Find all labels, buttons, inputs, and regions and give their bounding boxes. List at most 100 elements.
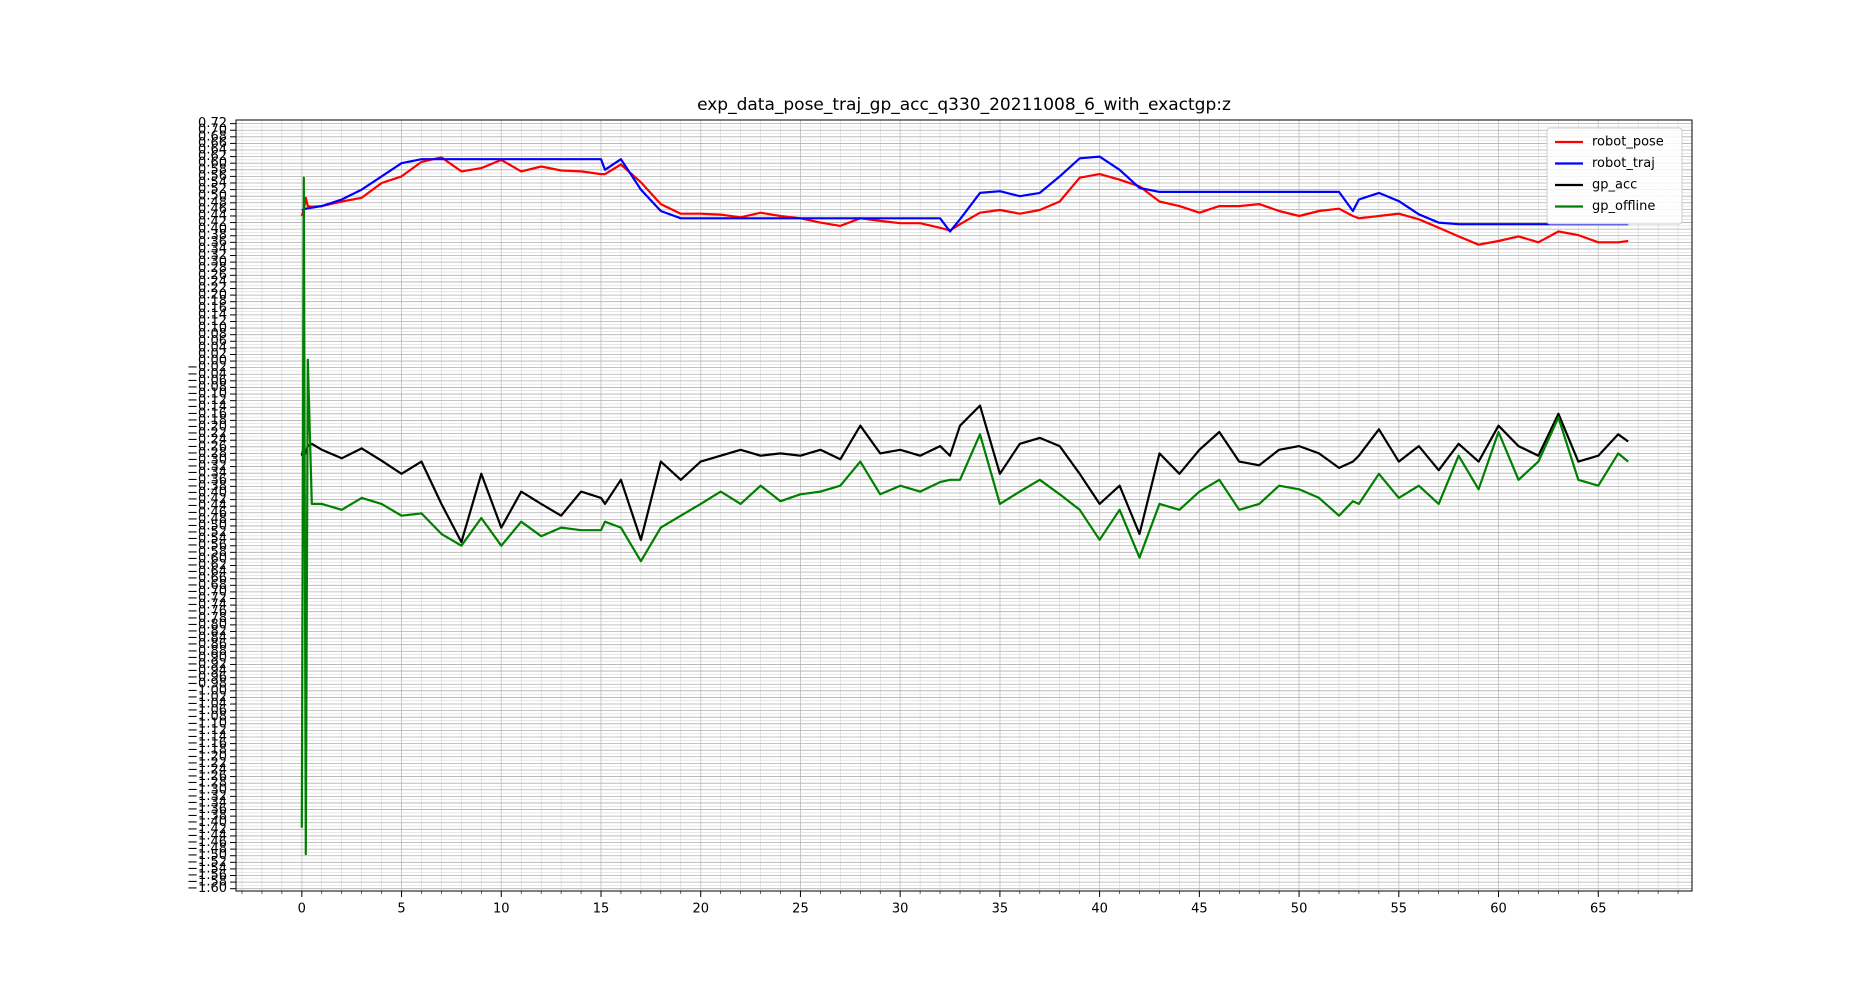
x-tick-label: 50 [1291, 902, 1308, 917]
y-tick-label: −1.02 [187, 690, 227, 705]
y-tick-label: −0.40 [187, 485, 227, 500]
y-tick-label: −0.66 [187, 571, 227, 586]
y-tick-label: 0.42 [198, 215, 227, 230]
y-tick-label: 0.40 [198, 222, 227, 237]
y-tick-label: 0.48 [198, 195, 227, 210]
y-tick-label: −0.48 [187, 512, 227, 527]
y-tick-label: −1.28 [187, 776, 227, 791]
y-tick-label: −0.38 [187, 479, 227, 494]
y-tick-label: −1.14 [187, 729, 227, 744]
y-tick-label: −1.30 [187, 782, 227, 797]
y-tick-label: −0.30 [187, 452, 227, 467]
y-tick-label: −0.76 [187, 604, 227, 619]
y-tick-label: −0.64 [187, 565, 227, 580]
legend-label: gp_acc [1592, 178, 1637, 193]
y-tick-label: −1.10 [187, 716, 227, 731]
x-tick-label: 55 [1391, 902, 1408, 917]
x-tick-label: 30 [892, 902, 909, 917]
y-tick-label: −1.46 [187, 835, 227, 850]
y-tick-label: −1.20 [187, 749, 227, 764]
y-tick-label: 0.14 [198, 307, 227, 322]
y-tick-label: −0.22 [187, 426, 227, 441]
y-tick-label: −0.60 [187, 551, 227, 566]
y-tick-label: −0.94 [187, 664, 227, 679]
legend-label: robot_traj [1592, 156, 1655, 171]
y-tick-label: −0.02 [187, 360, 227, 375]
y-tick-label: −0.16 [187, 406, 227, 421]
x-tick-label: 40 [1091, 902, 1108, 917]
y-tick-label: −0.70 [187, 584, 227, 599]
y-tick-label: −1.60 [187, 881, 227, 896]
y-tick-label: 0.58 [198, 162, 227, 177]
y-tick-label: −1.04 [187, 697, 227, 712]
y-tick-label: −0.12 [187, 393, 227, 408]
y-tick-label: 0.08 [198, 327, 227, 342]
x-tick-label: 0 [298, 902, 306, 917]
y-tick-label: −1.58 [187, 875, 227, 890]
y-tick-label: −0.96 [187, 670, 227, 685]
y-tick-label: −1.40 [187, 815, 227, 830]
y-tick-label: −0.18 [187, 413, 227, 428]
y-tick-label: −0.88 [187, 644, 227, 659]
y-tick-label: −1.24 [187, 762, 227, 777]
y-tick-label: −1.06 [187, 703, 227, 718]
y-tick-label: 0.50 [198, 189, 227, 204]
y-tick-label: −0.04 [187, 367, 227, 382]
y-tick-label: −1.36 [187, 802, 227, 817]
y-tick-label: 0.04 [198, 340, 227, 355]
x-tick-label: 45 [1191, 902, 1208, 917]
legend-box [1546, 127, 1683, 225]
y-tick-label: 0.64 [198, 143, 227, 158]
y-tick-label: −0.90 [187, 650, 227, 665]
y-tick-label: 0.20 [198, 288, 227, 303]
y-tick-label: −0.44 [187, 499, 227, 514]
y-tick-label: −1.16 [187, 736, 227, 751]
x-tick-label: 20 [692, 902, 709, 917]
y-tick-label: 0.02 [198, 347, 227, 362]
y-tick-label: −1.26 [187, 769, 227, 784]
y-tick-label: −1.34 [187, 795, 227, 810]
y-tick-label: 0.44 [198, 208, 227, 223]
y-tick-label: 0.68 [198, 129, 227, 144]
y-tick-label: −1.52 [187, 855, 227, 870]
y-tick-label: −1.44 [187, 828, 227, 843]
x-tick-label: 5 [397, 902, 405, 917]
y-tick-label: 0.52 [198, 182, 227, 197]
y-tick-label: −0.68 [187, 578, 227, 593]
x-tick-label: 65 [1590, 902, 1607, 917]
y-tick-label: −1.08 [187, 710, 227, 725]
y-tick-label: −0.42 [187, 492, 227, 507]
y-tick-label: −0.84 [187, 631, 227, 646]
y-tick-label: 0.28 [198, 261, 227, 276]
y-tick-label: −0.58 [187, 545, 227, 560]
legend-label: gp_offline [1592, 199, 1655, 214]
y-tick-label: −0.46 [187, 505, 227, 520]
y-tick-label: −0.08 [187, 380, 227, 395]
y-tick-label: −0.72 [187, 591, 227, 606]
y-tick-label: 0.06 [198, 334, 227, 349]
legend: robot_pose robot_traj gp_acc gp_offline [1546, 127, 1683, 225]
y-tick-label: −0.54 [187, 532, 227, 547]
y-tick-label: 0.12 [198, 314, 227, 329]
y-tick-label: −1.22 [187, 756, 227, 771]
y-tick-label: 0.66 [198, 136, 227, 151]
chart-title: exp_data_pose_traj_gp_acc_q330_20211008_… [697, 95, 1231, 115]
y-tick-label: −0.52 [187, 525, 227, 540]
y-tick-label: 0.46 [198, 202, 227, 217]
y-tick-label: −1.32 [187, 789, 227, 804]
y-tick-label: −0.20 [187, 420, 227, 435]
x-tick-label: 15 [593, 902, 610, 917]
axes-frame [235, 119, 1693, 892]
y-tick-label: −0.24 [187, 433, 227, 448]
y-tick-label: −1.54 [187, 861, 227, 876]
y-tick-label: −1.56 [187, 868, 227, 883]
y-tick-label: 0.54 [198, 175, 227, 190]
y-tick-label: −0.26 [187, 439, 227, 454]
y-tick-label: 0.38 [198, 228, 227, 243]
y-tick-label: −0.34 [187, 466, 227, 481]
plot-area [300, 155, 1629, 856]
x-tick-label: 60 [1490, 902, 1507, 917]
x-tick-label: 35 [992, 902, 1009, 917]
